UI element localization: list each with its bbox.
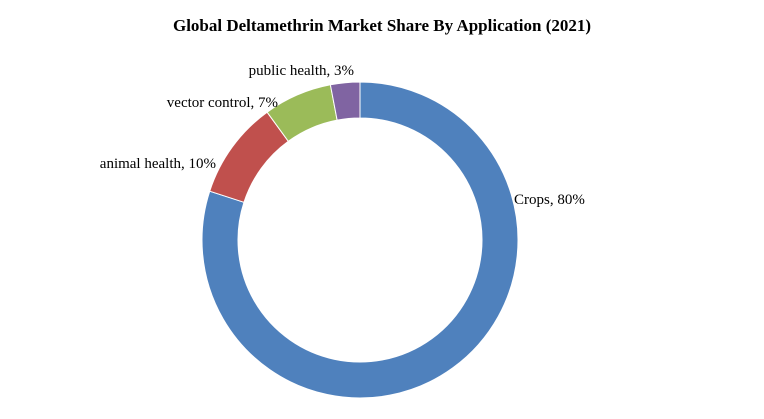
data-label-animal-health: animal health, 10% (100, 156, 216, 172)
data-label-public-health: public health, 3% (249, 63, 354, 79)
slice-crops (201, 81, 519, 399)
data-label-crops: Crops, 80% (514, 192, 585, 208)
chart-title: Global Deltamethrin Market Share By Appl… (172, 16, 592, 35)
data-label-vector-control: vector control, 7% (167, 95, 278, 111)
slice-public-health (329, 81, 361, 121)
